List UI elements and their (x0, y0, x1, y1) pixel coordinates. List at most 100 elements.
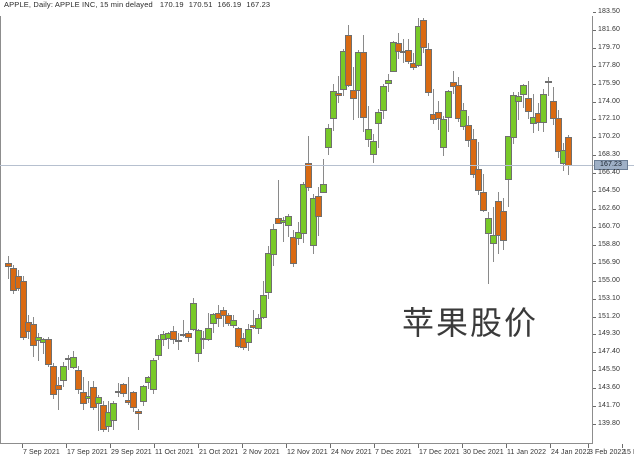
price-axis-tick (593, 298, 596, 300)
current-price-line (0, 165, 634, 166)
candlestick-body-up (265, 253, 272, 293)
candlestick-wick (168, 331, 169, 349)
date-axis-tick (588, 444, 589, 448)
price-axis-tick (593, 209, 596, 211)
candlestick (295, 16, 302, 443)
chart-plot-area[interactable] (0, 16, 592, 444)
candlestick (420, 16, 427, 443)
candlestick-wick (478, 142, 479, 195)
date-axis-tick (622, 444, 623, 448)
candlestick (305, 16, 312, 443)
candlestick-body-down (475, 168, 482, 192)
candlestick-body-up (260, 294, 267, 319)
quote-close: 167.23 (246, 0, 271, 9)
candlestick (490, 16, 497, 443)
price-axis-tick (593, 370, 596, 372)
price-axis-tick (593, 280, 596, 282)
price-axis-tick (593, 424, 596, 425)
price-axis-label: 179.70 (598, 43, 621, 51)
candlestick-body-down (350, 90, 357, 99)
candlestick (300, 16, 307, 443)
candlestick-body-up (485, 218, 492, 234)
candlestick-body-down (135, 410, 142, 414)
price-axis-tick (593, 352, 596, 354)
candlestick-body-down (130, 391, 137, 408)
candlestick (255, 16, 262, 443)
candlestick-body-down (360, 51, 367, 118)
candlestick-body-down (405, 49, 412, 62)
quote-low: 166.19 (217, 0, 242, 9)
price-axis-label: 172.10 (598, 115, 621, 123)
price-axis[interactable]: 167.23 183.50 181.60 179.70 177.80 175.90 174… (592, 8, 634, 444)
candlestick (545, 16, 552, 443)
candlestick-body-up (190, 303, 197, 330)
candlestick-wick (253, 309, 254, 329)
date-axis-tick (286, 444, 287, 448)
candlestick-body-up (255, 318, 262, 329)
candlestick (285, 16, 292, 443)
price-axis-tick (593, 65, 596, 67)
candlestick-wick (548, 77, 549, 96)
candlestick (50, 16, 57, 443)
price-axis-label: 147.40 (598, 348, 621, 356)
price-axis-tick (593, 101, 596, 103)
candlestick (5, 16, 12, 443)
candlestick-body-down (240, 338, 247, 348)
candlestick (520, 16, 527, 443)
candlestick-body-down (525, 97, 532, 112)
candlestick-body-down (465, 125, 472, 142)
candlestick-wick (38, 333, 39, 361)
candlestick (130, 16, 137, 443)
price-axis-label: 141.70 (598, 402, 621, 410)
candlestick (310, 16, 317, 443)
candlestick-wick (368, 106, 369, 147)
candlestick (510, 16, 517, 443)
candlestick-body-down (420, 20, 427, 48)
candlestick-body-down (435, 111, 442, 119)
candlestick (75, 16, 82, 443)
candlestick (120, 16, 127, 443)
candlestick (555, 16, 562, 443)
candlestick (95, 16, 102, 443)
price-axis-label: 174.00 (598, 97, 621, 105)
candlestick-body-up (385, 79, 392, 84)
candlestick (325, 16, 332, 443)
candlestick (170, 16, 177, 443)
candlestick-wick (278, 179, 279, 225)
date-axis[interactable]: 7 Sep 2021 17 Sep 2021 29 Sep 2021 11 Oct 2… (0, 444, 634, 461)
price-axis-tick (593, 173, 596, 175)
candlestick-wick (223, 307, 224, 327)
candlestick-body-down (500, 210, 507, 242)
candlestick-body-down (315, 195, 322, 217)
price-axis-label: 168.30 (598, 151, 621, 159)
candlestick-body-up (390, 42, 397, 73)
candlestick-body-down (215, 312, 222, 320)
candlestick (505, 16, 512, 443)
price-axis-tick (593, 83, 596, 85)
price-axis-label: 177.80 (598, 61, 621, 69)
candlestick-body-up (35, 337, 42, 342)
candlestick-body-down (335, 93, 342, 96)
candlestick (20, 16, 27, 443)
chart-symbol-label: APPLE, Daily: APPLE INC, 15 min delayed (4, 0, 153, 9)
price-axis-tick (593, 119, 596, 121)
price-axis-tick (593, 12, 596, 13)
date-axis-label: 7 Dec 2021 (375, 449, 412, 456)
candlestick-body-down (305, 162, 312, 189)
candlestick (135, 16, 142, 443)
candlestick-body-down (345, 34, 352, 86)
candlestick-body-down (55, 385, 62, 391)
candlestick (565, 16, 572, 443)
candlestick (315, 16, 322, 443)
candlestick (30, 16, 37, 443)
date-axis-label: 17 Sep 2021 (67, 449, 108, 456)
candlestick (440, 16, 447, 443)
candlestick (35, 16, 42, 443)
candlestick-body-down (225, 314, 232, 325)
price-axis-label: 183.50 (598, 8, 621, 15)
quote-open: 170.19 (159, 0, 184, 9)
candlestick-wick (138, 408, 139, 430)
candlestick-wick (323, 159, 324, 193)
candlestick-wick (68, 355, 69, 371)
candlestick (225, 16, 232, 443)
